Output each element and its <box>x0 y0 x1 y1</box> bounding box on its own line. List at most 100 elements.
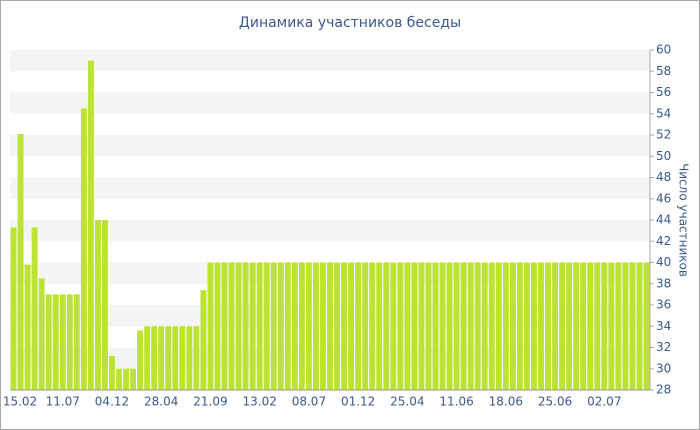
bar <box>580 262 587 390</box>
bar <box>390 262 397 390</box>
y-tick-label: 42 <box>656 234 671 248</box>
y-tick-label: 30 <box>656 361 671 375</box>
x-tick-label: 25.06 <box>538 395 572 409</box>
y-tick-label: 44 <box>656 213 671 227</box>
bar <box>376 262 383 390</box>
bar <box>488 262 495 390</box>
bar <box>404 262 411 390</box>
bar <box>531 262 537 390</box>
y-tick-label: 46 <box>656 191 671 205</box>
bar <box>573 262 580 390</box>
bar <box>165 326 172 390</box>
bar <box>17 133 24 390</box>
bar <box>45 294 52 390</box>
bar <box>481 262 488 390</box>
bar <box>362 262 369 390</box>
bar <box>193 326 200 390</box>
y-axis-label: Число участников <box>677 163 691 277</box>
bar <box>116 368 122 390</box>
x-tick-label: 08.07 <box>292 395 326 409</box>
bar <box>179 326 186 390</box>
bar <box>263 262 270 390</box>
bar <box>270 262 277 390</box>
bar <box>397 262 404 390</box>
bar <box>341 262 348 390</box>
y-tick-label: 50 <box>656 149 671 163</box>
bar <box>242 262 249 390</box>
bar <box>31 227 38 390</box>
bar <box>411 262 418 390</box>
bar <box>10 227 17 390</box>
bar <box>545 262 551 390</box>
x-tick-label: 15.02 <box>3 395 37 409</box>
bar <box>629 262 636 390</box>
bar <box>446 262 453 390</box>
bar <box>137 330 144 390</box>
bar <box>277 262 284 390</box>
bar <box>151 326 158 390</box>
bar <box>305 262 312 390</box>
bar <box>594 262 601 390</box>
y-tick-label: 28 <box>656 383 671 397</box>
bar <box>474 262 481 390</box>
bar <box>320 262 326 390</box>
y-tick-label: 48 <box>656 170 671 184</box>
bar <box>636 262 643 390</box>
x-tick-label: 21.09 <box>193 395 227 409</box>
y-tick-label: 32 <box>656 340 671 354</box>
bar <box>291 262 298 390</box>
bar <box>207 262 214 390</box>
bar <box>467 262 474 390</box>
bar <box>109 356 115 390</box>
bar <box>383 262 390 390</box>
bar <box>214 262 221 390</box>
bar <box>52 294 59 390</box>
bar <box>566 262 573 390</box>
x-tick-label: 28.04 <box>144 395 178 409</box>
bar <box>587 262 594 390</box>
x-tick-label: 11.06 <box>439 395 473 409</box>
bar <box>38 278 45 390</box>
y-tick-label: 34 <box>656 319 671 333</box>
bar <box>221 262 228 390</box>
x-tick-label: 11.07 <box>46 395 80 409</box>
bar <box>509 262 516 390</box>
grid-band <box>10 220 650 242</box>
bar <box>552 262 559 390</box>
bar <box>495 262 502 390</box>
bar <box>312 262 319 390</box>
bar <box>256 262 263 390</box>
bar <box>249 262 256 390</box>
bar <box>158 326 165 390</box>
bar <box>425 262 432 390</box>
bar <box>608 262 615 390</box>
bar <box>418 262 425 390</box>
bar <box>432 262 439 390</box>
y-tick-label: 52 <box>656 128 671 142</box>
bar <box>235 262 242 390</box>
y-tick-label: 56 <box>656 85 671 99</box>
bar <box>643 262 650 390</box>
grid-band <box>10 177 650 199</box>
bar <box>369 262 376 390</box>
bar <box>80 108 87 390</box>
bar <box>327 262 333 390</box>
bar <box>439 262 446 390</box>
y-tick-label: 40 <box>656 255 671 269</box>
bar <box>453 262 460 390</box>
bar <box>228 262 235 390</box>
bar <box>172 326 179 390</box>
bar <box>87 60 94 390</box>
bar <box>123 368 129 390</box>
x-tick-label: 04.12 <box>95 395 129 409</box>
bar <box>59 294 66 390</box>
bar <box>516 262 523 390</box>
bar <box>622 262 629 390</box>
bar <box>348 262 355 390</box>
bar <box>24 264 31 390</box>
x-tick-label: 18.06 <box>489 395 523 409</box>
bar <box>298 262 305 390</box>
bar <box>94 220 101 390</box>
bar <box>284 262 291 390</box>
